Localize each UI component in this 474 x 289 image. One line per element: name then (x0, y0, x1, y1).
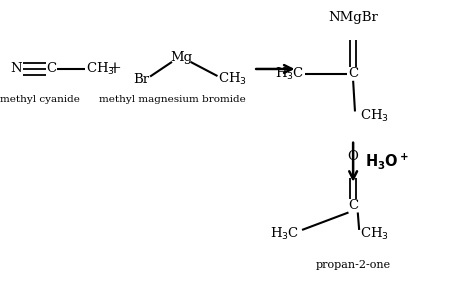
Text: Mg: Mg (170, 51, 192, 64)
Text: H$_3$C: H$_3$C (275, 66, 304, 82)
Text: CH$_3$: CH$_3$ (86, 61, 115, 77)
Text: CH$_3$: CH$_3$ (360, 108, 389, 124)
Text: propan-2-one: propan-2-one (316, 260, 391, 270)
Text: CH$_3$: CH$_3$ (360, 226, 389, 242)
Text: C: C (348, 199, 358, 212)
Text: methyl magnesium bromide: methyl magnesium bromide (99, 95, 246, 104)
Text: O: O (348, 150, 358, 163)
Text: +: + (107, 60, 121, 77)
Text: $\mathbf{H_3O^+}$: $\mathbf{H_3O^+}$ (365, 151, 409, 171)
Text: N: N (10, 62, 22, 75)
Text: NMgBr: NMgBr (328, 11, 378, 24)
Text: methyl cyanide: methyl cyanide (0, 95, 80, 104)
Text: H$_3$C: H$_3$C (271, 226, 300, 242)
Text: C: C (348, 67, 358, 80)
Text: Br: Br (134, 73, 150, 86)
Text: C: C (46, 62, 56, 75)
Text: CH$_3$: CH$_3$ (219, 71, 247, 87)
